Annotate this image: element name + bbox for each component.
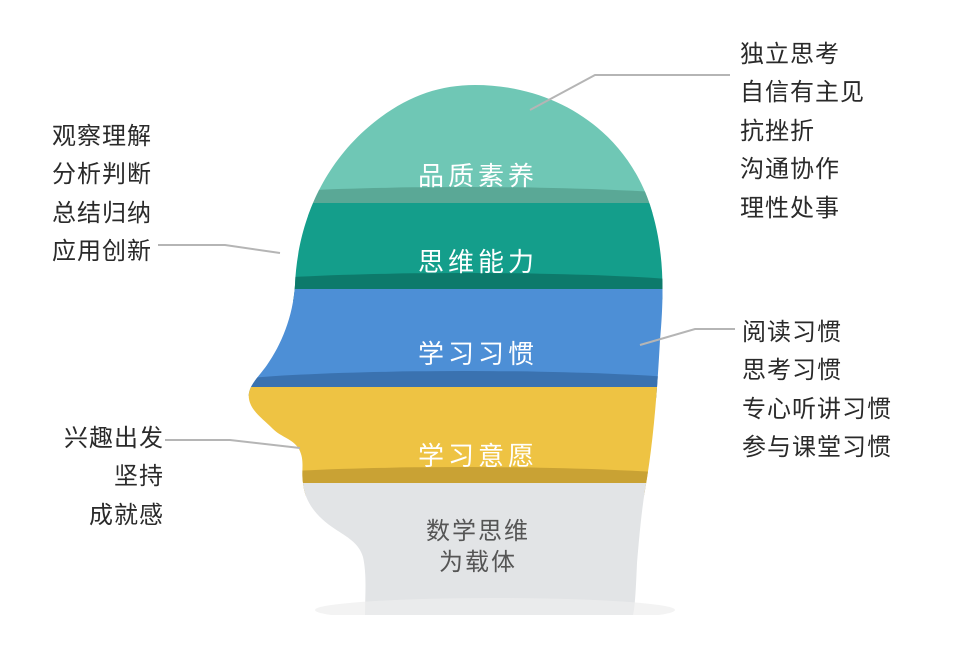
anno-item: 阅读习惯 xyxy=(742,314,892,352)
anno-item: 理性处事 xyxy=(740,190,865,228)
label-mid2: 学习习惯 xyxy=(378,334,578,371)
label-mid1: 思维能力 xyxy=(378,242,578,279)
anno-item: 分析判断 xyxy=(52,156,152,194)
label-base: 数学思维 为载体 xyxy=(378,516,578,578)
label-base-line1: 数学思维 xyxy=(426,518,530,545)
anno-item: 抗挫折 xyxy=(740,113,865,151)
anno-item: 思考习惯 xyxy=(742,352,892,390)
anno-item: 参与课堂习惯 xyxy=(742,429,892,467)
anno-item: 成就感 xyxy=(54,497,164,535)
anno-item: 专心听讲习惯 xyxy=(742,391,892,429)
anno-item: 应用创新 xyxy=(52,233,152,271)
diagram-container: 品质素养 思维能力 学习习惯 学习意愿 数学思维 为载体 独立思考 自信有主见 … xyxy=(0,0,970,647)
annotation-top-right: 独立思考 自信有主见 抗挫折 沟通协作 理性处事 xyxy=(740,36,865,228)
anno-item: 独立思考 xyxy=(740,36,865,74)
anno-item: 自信有主见 xyxy=(740,74,865,112)
annotation-top-left: 观察理解 分析判断 总结归纳 应用创新 xyxy=(52,118,152,272)
label-base-line2: 为载体 xyxy=(439,549,517,576)
annotation-mid-right: 阅读习惯 思考习惯 专心听讲习惯 参与课堂习惯 xyxy=(742,314,892,468)
anno-item: 总结归纳 xyxy=(52,195,152,233)
annotation-bottom-left: 兴趣出发 坚持 成就感 xyxy=(54,420,164,535)
anno-item: 兴趣出发 xyxy=(54,420,164,458)
label-mid3: 学习意愿 xyxy=(378,436,578,473)
anno-item: 坚持 xyxy=(54,458,164,496)
label-top: 品质素养 xyxy=(378,156,578,193)
anno-item: 沟通协作 xyxy=(740,151,865,189)
anno-item: 观察理解 xyxy=(52,118,152,156)
